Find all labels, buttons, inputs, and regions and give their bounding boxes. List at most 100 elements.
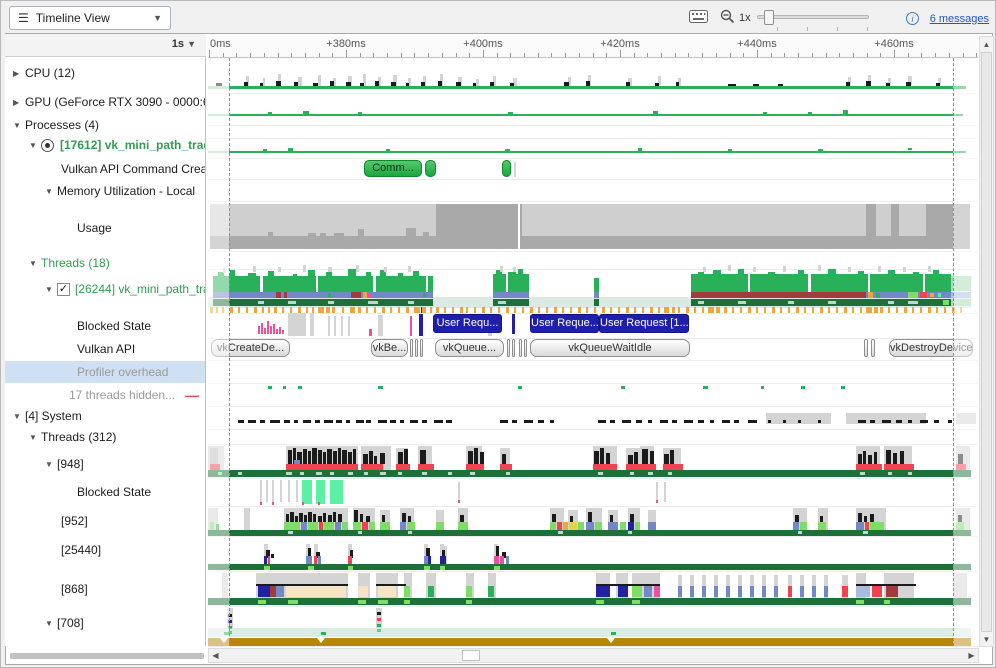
vulkan-api-call-range[interactable] xyxy=(507,339,510,357)
ruler-tick xyxy=(675,53,676,57)
ruler-tick xyxy=(963,53,964,57)
sidebar-item-952[interactable]: [952] xyxy=(5,510,205,532)
sidebar-item-gpu-geforce-rtx-3090-0000-65-00[interactable]: ▶ GPU (GeForce RTX 3090 - 0000:65:00 xyxy=(5,91,205,113)
collapse-arrow-icon[interactable]: ▼ xyxy=(45,618,53,628)
event-tick-mark xyxy=(828,307,830,313)
sidebar-item-868[interactable]: [868] xyxy=(5,578,205,600)
scroll-down-arrow[interactable]: ▼ xyxy=(980,632,993,646)
sidebar-item-processes-4[interactable]: ▼ Processes (4) xyxy=(5,114,205,136)
horizontal-scrollbar-thumb[interactable] xyxy=(462,650,480,661)
user-request-range[interactable]: User Requ... xyxy=(433,314,502,333)
timeline-mark xyxy=(420,450,426,464)
vulkan-api-call-range[interactable] xyxy=(512,339,515,357)
vulkan-api-call-range[interactable] xyxy=(519,339,522,357)
command-creation-range[interactable] xyxy=(502,160,511,177)
timeline-mark xyxy=(793,522,799,530)
user-request-range[interactable]: User Request [1... xyxy=(599,314,689,333)
sidebar-item-vulkan-api-command-creation[interactable]: Vulkan API Command Creation xyxy=(5,158,205,180)
sidebar-item-4-system[interactable]: ▼ [4] System xyxy=(5,405,205,427)
sidebar-scrollbar-thumb[interactable] xyxy=(10,653,204,659)
keyboard-shortcuts-icon[interactable] xyxy=(689,10,708,28)
zoom-slider[interactable] xyxy=(757,10,869,25)
timeline-mark xyxy=(369,522,375,530)
event-tick-mark xyxy=(398,307,400,313)
timeline-mark xyxy=(500,266,503,272)
scroll-right-arrow[interactable]: ▶ xyxy=(965,649,978,662)
sidebar-item-threads-312[interactable]: ▼ Threads (312) xyxy=(5,426,205,448)
show-more-threads-button[interactable]: + xyxy=(205,387,206,403)
view-selector-dropdown[interactable]: ☰ Timeline View ▼ xyxy=(9,6,171,30)
event-tick-mark xyxy=(812,307,814,313)
sidebar-item-memory-utilization-local[interactable]: ▼ Memory Utilization - Local xyxy=(5,180,205,202)
timescale-dropdown[interactable]: 1s ▼ xyxy=(171,38,196,50)
thread-checkbox[interactable]: ✓ xyxy=(57,282,70,296)
timeline-mark xyxy=(338,448,341,464)
sidebar-item-blocked-state[interactable]: Blocked State xyxy=(5,315,205,337)
collapse-arrow-icon[interactable]: ▼ xyxy=(13,120,21,130)
sidebar-item-26244-vk-mini-path-tra[interactable]: ▼✓[26244] vk_mini_path_tra▼ xyxy=(5,278,205,300)
vulkan-api-call-range[interactable] xyxy=(415,339,418,357)
vertical-scrollbar-thumb[interactable] xyxy=(981,52,992,632)
sidebar-item-cpu-12[interactable]: ▶ CPU (12) xyxy=(5,62,205,84)
expand-arrow-icon[interactable]: ▶ xyxy=(13,97,20,107)
vulkan-api-call-range[interactable] xyxy=(864,339,868,357)
vulkan-api-call-range[interactable] xyxy=(420,339,423,357)
zoom-out-icon[interactable] xyxy=(720,9,735,29)
sidebar-item-usage[interactable]: Usage xyxy=(5,217,205,239)
timeline-mark xyxy=(920,292,927,298)
ruler-tick xyxy=(305,53,306,57)
timeline-mark xyxy=(303,111,309,114)
sidebar-item-708[interactable]: ▼ [708] xyxy=(5,612,205,634)
vulkan-api-call-range[interactable]: vkDestroyDevice xyxy=(889,339,973,357)
scroll-up-arrow[interactable]: ▲ xyxy=(980,37,993,51)
timeline-mark xyxy=(628,522,634,530)
vulkan-api-call-range[interactable] xyxy=(871,339,875,357)
vulkan-api-call-range[interactable] xyxy=(410,339,413,357)
focus-radio-icon[interactable] xyxy=(41,138,54,152)
collapse-arrow-icon[interactable]: ▼ xyxy=(29,140,37,150)
collapse-arrow-icon[interactable]: ▼ xyxy=(13,411,21,421)
command-creation-range[interactable]: Comm... xyxy=(364,160,422,177)
ruler-tick xyxy=(880,53,881,57)
vulkan-api-call-range[interactable]: vkQueue... xyxy=(435,339,504,357)
timeline-mark xyxy=(943,300,949,305)
sidebar-item-profiler-overhead[interactable]: Profiler overhead xyxy=(5,361,205,383)
sidebar-item-blocked-state[interactable]: Blocked State xyxy=(5,481,205,503)
vulkan-api-call-range[interactable]: vkCreateDe... xyxy=(211,339,290,357)
horizontal-scrollbar[interactable]: ◀ ▶ xyxy=(208,648,979,663)
collapse-arrow-icon[interactable]: ▼ xyxy=(45,284,53,294)
show-fewer-threads-button[interactable]: — xyxy=(185,387,200,403)
timeline-mark xyxy=(748,274,750,292)
event-tick-mark xyxy=(254,307,257,313)
collapse-arrow-icon[interactable]: ▼ xyxy=(45,459,53,469)
messages-link[interactable]: 6 messages xyxy=(929,13,989,25)
timeline-mark xyxy=(334,316,336,336)
zoom-level-label: 1x xyxy=(739,12,751,24)
sidebar-item-948[interactable]: ▼ [948] xyxy=(5,453,205,475)
collapse-arrow-icon[interactable]: ▼ xyxy=(29,432,37,442)
timeline-mark xyxy=(500,556,504,564)
sidebar-item-17612-vk-mini-path-trac[interactable]: ▼ [17612] vk_mini_path_trac xyxy=(5,134,205,156)
timeline-mark xyxy=(788,301,794,304)
timeline-mark xyxy=(270,326,272,334)
event-tick-mark xyxy=(836,307,838,313)
vulkan-api-call-range[interactable] xyxy=(524,339,527,357)
timeline-mark xyxy=(348,556,352,564)
sidebar-item-vulkan-api[interactable]: Vulkan API xyxy=(5,338,205,360)
zoom-slider-thumb[interactable] xyxy=(764,10,774,25)
timeline-canvas[interactable]: 0ms +380ms +400ms +420ms +440ms +460ms Comm..… xyxy=(208,36,978,647)
event-tick-mark xyxy=(282,307,284,313)
vertical-scrollbar[interactable]: ▲ ▼ xyxy=(979,36,994,647)
user-request-range[interactable]: User Reque... xyxy=(530,314,599,333)
expand-arrow-icon[interactable]: ▶ xyxy=(13,68,20,78)
sidebar-item-25440[interactable]: [25440] xyxy=(5,539,205,561)
sidebar-item-17-threads-hidden[interactable]: 17 threads hidden... — + xyxy=(5,384,206,406)
command-creation-range[interactable] xyxy=(425,160,436,177)
sidebar-item-threads-18[interactable]: ▼ Threads (18) xyxy=(5,252,205,274)
collapse-arrow-icon[interactable]: ▼ xyxy=(29,258,37,268)
collapse-arrow-icon[interactable]: ▼ xyxy=(45,186,53,196)
vulkan-api-call-range[interactable]: vkBe... xyxy=(371,339,408,357)
vulkan-api-call-range[interactable]: vkQueueWaitIdle xyxy=(530,339,690,357)
scroll-left-arrow[interactable]: ◀ xyxy=(209,649,222,662)
timeline-mark xyxy=(795,515,799,522)
